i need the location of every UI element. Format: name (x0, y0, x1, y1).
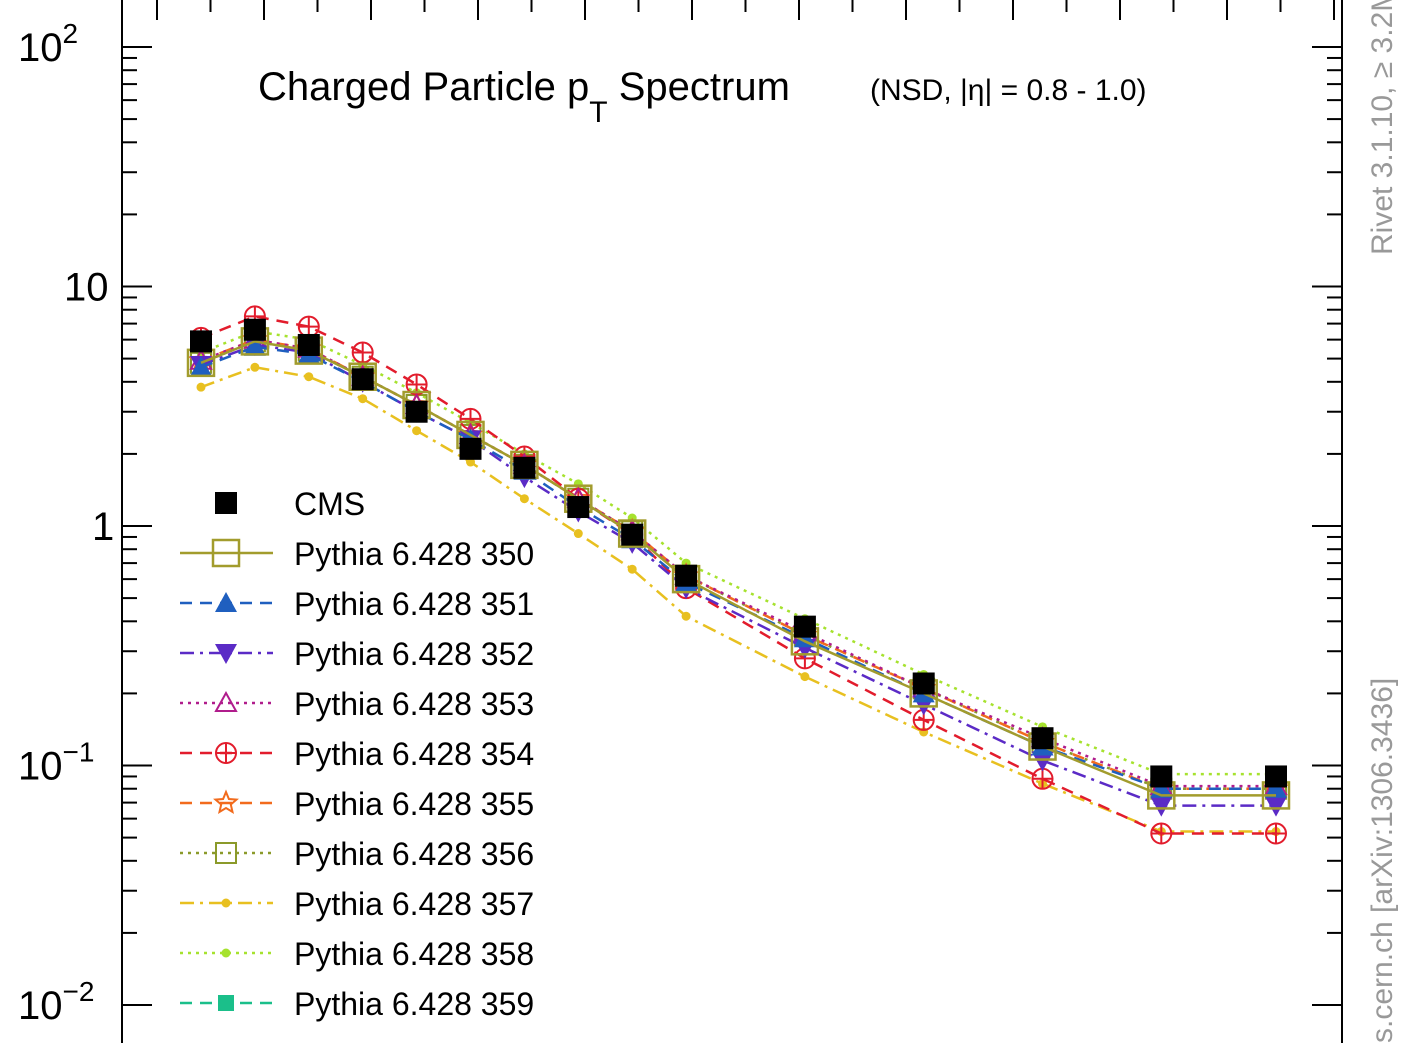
data-point (297, 333, 320, 356)
legend-entry: Pythia 6.428 354 (180, 736, 534, 772)
legend-label: Pythia 6.428 353 (294, 686, 534, 722)
y-tick-label: 1 (92, 505, 114, 549)
data-point (190, 356, 212, 377)
source-label: s.cern.ch [arXiv:1306.3436] (1366, 678, 1399, 1043)
chart-title: Charged Particle pT Spectrum (258, 65, 790, 129)
data-point (1031, 727, 1054, 750)
data-point (627, 564, 637, 574)
legend-label: Pythia 6.428 358 (294, 936, 534, 972)
series-line (200, 343, 1276, 807)
data-point (621, 523, 644, 546)
chart-subtitle: (NSD, |η| = 0.8 - 1.0) (870, 74, 1147, 107)
legend-label: Pythia 6.428 354 (294, 736, 534, 772)
data-point (215, 492, 237, 514)
data-point (221, 948, 231, 958)
data-point (1150, 765, 1173, 788)
data-point (358, 394, 368, 404)
data-point (681, 611, 691, 621)
legend-label: Pythia 6.428 351 (294, 586, 534, 622)
data-point (519, 494, 529, 504)
data-point (215, 592, 237, 612)
data-point (211, 538, 241, 568)
data-point (213, 789, 239, 814)
data-point (793, 615, 816, 638)
data-point (250, 362, 260, 372)
legend-entry: Pythia 6.428 359 (180, 986, 534, 1022)
data-point (304, 372, 314, 382)
data-point (214, 690, 238, 712)
series-line (200, 365, 1276, 833)
data-point (459, 437, 482, 460)
data-point (243, 335, 266, 356)
rivet-label: Rivet 3.1.10, ≥ 3.2M events (1366, 0, 1399, 255)
data-point (567, 496, 590, 519)
legend-entry: Pythia 6.428 358 (180, 936, 534, 972)
legend-entry: Pythia 6.428 350 (180, 536, 534, 572)
legend-label: Pythia 6.428 355 (294, 786, 534, 822)
y-tick-label: 10−1 (18, 737, 94, 789)
data-point (675, 564, 698, 587)
data-point (215, 644, 237, 664)
legend-entry: Pythia 6.428 353 (180, 686, 534, 722)
legend-label: CMS (294, 486, 365, 522)
legend-entry: Pythia 6.428 357 (180, 886, 534, 922)
legend-label: Pythia 6.428 352 (294, 636, 534, 672)
data-point (351, 368, 374, 391)
data-point (1265, 796, 1287, 817)
series-cms (190, 318, 1287, 788)
plot-frame (121, 0, 1343, 1043)
legend-entry: Pythia 6.428 355 (180, 786, 534, 822)
legend-entry: Pythia 6.428 351 (180, 586, 534, 622)
data-point (912, 672, 935, 695)
data-point (513, 456, 536, 479)
legend-entry: Pythia 6.428 356 (180, 836, 534, 872)
data-point (405, 400, 428, 423)
data-point (1265, 777, 1287, 798)
data-point (243, 318, 266, 341)
data-point (221, 898, 231, 908)
legend-entry: CMS (215, 486, 365, 522)
data-point (412, 426, 422, 436)
legend-entry: Pythia 6.428 352 (180, 636, 534, 672)
data-point (1150, 796, 1173, 817)
legend-label: Pythia 6.428 350 (294, 536, 534, 572)
data-point (800, 672, 810, 682)
data-point (617, 519, 647, 548)
legend-label: Pythia 6.428 357 (294, 886, 534, 922)
y-tick-label: 102 (18, 18, 78, 70)
data-point (1265, 765, 1287, 788)
data-point (573, 529, 583, 539)
data-point (215, 842, 237, 864)
legend-label: Pythia 6.428 359 (294, 986, 534, 1022)
data-point (218, 995, 234, 1011)
data-point (190, 330, 212, 353)
data-point (1031, 751, 1054, 772)
y-tick-label: 10 (64, 266, 109, 310)
data-point (196, 382, 206, 392)
legend-label: Pythia 6.428 356 (294, 836, 534, 872)
y-tick-label: 10−2 (18, 976, 94, 1028)
